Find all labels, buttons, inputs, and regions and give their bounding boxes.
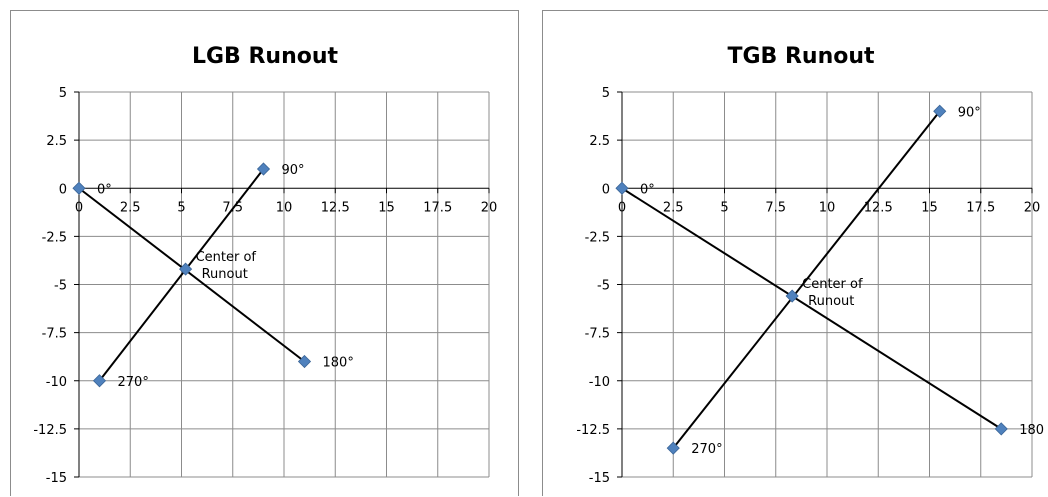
data-point-90deg — [256, 162, 271, 176]
data-point-180 — [994, 422, 1008, 436]
data-label-180: 180 — [1019, 423, 1044, 438]
runout-line-0deg-180 — [621, 187, 1002, 430]
y-tick-label: -10 — [46, 375, 67, 390]
y-tick-label: 2.5 — [589, 134, 610, 149]
y-tick-label: 0 — [602, 182, 610, 197]
lgb-runout-chart: LGB Runout 5 2.5 0 -2.5 -5 -7.5 -10 -12.5 -15 0 2.5… — [33, 44, 498, 486]
data-point-90deg — [933, 104, 947, 118]
data-label-0deg: 0° — [97, 182, 112, 197]
data-point-0deg — [615, 181, 629, 195]
y-tick-label: -10 — [589, 375, 610, 390]
y-tick-label: 5 — [59, 86, 67, 101]
x-tick-label: 20 — [1024, 200, 1041, 215]
y-tick-label: 5 — [602, 86, 610, 101]
x-tick-label: 0 — [75, 200, 83, 215]
x-tick-label: 2.5 — [120, 200, 141, 215]
x-tick-label: 20 — [481, 200, 498, 215]
y-tick-label: -12.5 — [576, 423, 610, 438]
data-label-90deg: 90° — [958, 105, 981, 120]
data-point-center-of-runout — [785, 289, 799, 303]
chart-title: LGB Runout — [192, 44, 339, 69]
x-tick-label: 5 — [177, 200, 185, 215]
x-tick-label: 10 — [819, 200, 836, 215]
y-tick-label: 0 — [59, 182, 67, 197]
x-tick-label: 17.5 — [423, 200, 452, 215]
data-label-0deg: 0° — [640, 182, 655, 197]
data-point-270deg — [92, 374, 107, 388]
x-tick-label: 2.5 — [663, 200, 684, 215]
data-label-270deg: 270° — [118, 375, 149, 390]
x-tick-label: 15 — [378, 200, 395, 215]
x-tick-label: 0 — [618, 200, 626, 215]
data-point-0deg — [72, 181, 86, 195]
y-tick-label: -12.5 — [33, 423, 67, 438]
x-tick-label: 5 — [720, 200, 728, 215]
data-label-90deg: 90° — [282, 163, 305, 178]
y-tick-label: -15 — [589, 471, 610, 486]
data-point-180deg — [297, 354, 312, 369]
y-tick-label: -5 — [54, 279, 67, 294]
x-tick-label: 12.5 — [321, 200, 350, 215]
runout-line-270deg-90deg — [672, 110, 941, 449]
data-label-270deg: 270° — [691, 442, 722, 457]
data-label-180deg: 180° — [323, 356, 354, 371]
y-tick-label: -5 — [597, 279, 610, 294]
y-tick-label: -2.5 — [585, 230, 610, 245]
tgb-chart-panel: TGB Runout 5 2.5 0 -2.5 -5 -7.5 -10 -12.5 -15 0 2.5… — [542, 10, 1048, 496]
y-tick-label: -15 — [46, 471, 67, 486]
x-tick-label: 12.5 — [864, 200, 893, 215]
data-label-center-of-runout: Center of Runout — [802, 277, 863, 309]
x-tick-label: 17.5 — [966, 200, 995, 215]
x-tick-label: 7.5 — [765, 200, 786, 215]
runout-line-270deg-90deg — [98, 168, 265, 382]
x-tick-label: 10 — [276, 200, 293, 215]
runout-line-0deg-180deg — [78, 187, 306, 363]
y-tick-label: -2.5 — [42, 230, 67, 245]
lgb-chart-panel: LGB Runout 5 2.5 0 -2.5 -5 -7.5 -10 -12.5 -15 0 2.5… — [10, 10, 519, 496]
y-tick-label: -7.5 — [585, 327, 610, 342]
tgb-runout-chart: TGB Runout 5 2.5 0 -2.5 -5 -7.5 -10 -12.5 -15 0 2.5… — [576, 44, 1044, 486]
data-point-center-of-runout — [179, 262, 193, 276]
y-tick-label: 2.5 — [46, 134, 67, 149]
y-tick-label: -7.5 — [42, 327, 67, 342]
chart-title: TGB Runout — [727, 44, 875, 69]
data-point-270deg — [666, 441, 680, 455]
x-tick-label: 15 — [921, 200, 938, 215]
data-label-center-of-runout: Center of Runout — [196, 250, 257, 282]
